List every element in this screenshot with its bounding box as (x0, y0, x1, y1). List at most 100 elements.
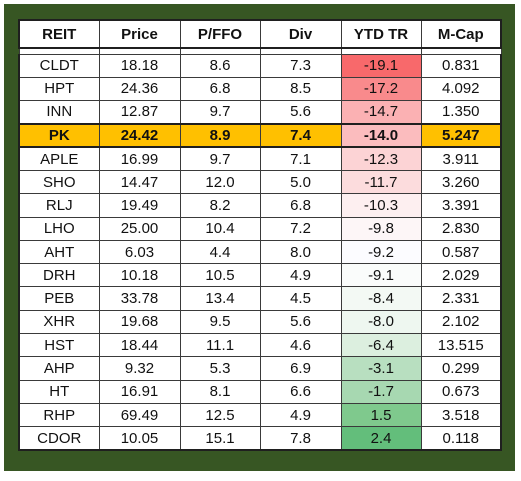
cell-reit[interactable]: HPT (18, 76, 100, 102)
cell-div[interactable]: 7.1 (259, 146, 342, 171)
cell-ytd-tr[interactable]: -12.3 (340, 146, 422, 171)
cell-div[interactable]: 7.8 (259, 426, 342, 452)
cell-pffo[interactable]: 13.4 (179, 286, 261, 311)
cell-reit[interactable]: LHO (18, 216, 100, 241)
cell-mcap[interactable]: 2.830 (420, 216, 502, 241)
cell-div[interactable]: 8.0 (259, 239, 342, 265)
cell-ytd-tr[interactable]: -9.1 (340, 263, 422, 288)
cell-div[interactable]: 8.5 (259, 76, 342, 102)
cell-reit[interactable]: SHO (18, 169, 100, 195)
cell-price[interactable]: 6.03 (98, 239, 181, 265)
cell-ytd-tr[interactable]: -8.0 (340, 309, 422, 335)
cell-price[interactable]: 25.00 (98, 216, 181, 241)
cell-reit[interactable]: RLJ (18, 193, 100, 218)
cell-reit[interactable]: PK (18, 122, 100, 149)
cell-price[interactable]: 16.91 (98, 379, 181, 404)
cell-pffo[interactable]: 12.0 (179, 169, 261, 195)
cell-reit[interactable]: RHP (18, 402, 100, 428)
cell-div[interactable]: 5.6 (259, 309, 342, 335)
cell-pffo[interactable]: 5.3 (179, 356, 261, 381)
cell-div[interactable]: 4.9 (259, 263, 342, 288)
cell-div[interactable]: 6.8 (259, 193, 342, 218)
cell-ytd-tr[interactable]: -8.4 (340, 286, 422, 311)
cell-mcap[interactable]: 3.911 (420, 146, 502, 171)
cell-ytd-tr[interactable]: -6.4 (340, 333, 422, 358)
cell-mcap[interactable]: 3.391 (420, 193, 502, 218)
cell-reit[interactable]: DRH (18, 263, 100, 288)
cell-ytd-tr[interactable]: -10.3 (340, 193, 422, 218)
cell-pffo[interactable]: 8.9 (179, 122, 261, 149)
cell-mcap[interactable]: 2.331 (420, 286, 502, 311)
cell-mcap[interactable]: 0.587 (420, 239, 502, 265)
cell-div[interactable]: 6.6 (259, 379, 342, 404)
cell-price[interactable]: 9.32 (98, 356, 181, 381)
cell-pffo[interactable]: 11.1 (179, 333, 261, 358)
cell-pffo[interactable]: 10.4 (179, 216, 261, 241)
cell-ytd-tr[interactable]: -9.8 (340, 216, 422, 241)
cell-div[interactable]: 4.6 (259, 333, 342, 358)
cell-ytd-tr[interactable]: -9.2 (340, 239, 422, 265)
cell-reit[interactable]: AHP (18, 356, 100, 381)
cell-price[interactable]: 10.05 (98, 426, 181, 452)
cell-div[interactable]: 7.2 (259, 216, 342, 241)
cell-ytd-tr[interactable]: -3.1 (340, 356, 422, 381)
cell-mcap[interactable]: 0.118 (420, 426, 502, 452)
cell-price[interactable]: 24.42 (98, 122, 181, 149)
cell-mcap[interactable]: 3.260 (420, 169, 502, 195)
cell-ytd-tr[interactable]: -14.7 (340, 100, 422, 125)
cell-mcap[interactable]: 1.350 (420, 100, 502, 125)
cell-pffo[interactable]: 6.8 (179, 76, 261, 102)
cell-div[interactable]: 7.3 (259, 53, 342, 78)
cell-reit[interactable]: PEB (18, 286, 100, 311)
cell-price[interactable]: 33.78 (98, 286, 181, 311)
cell-price[interactable]: 14.47 (98, 169, 181, 195)
cell-ytd-tr[interactable]: -11.7 (340, 169, 422, 195)
header-mcap[interactable]: M-Cap (420, 19, 502, 49)
cell-price[interactable]: 12.87 (98, 100, 181, 125)
header-reit[interactable]: REIT (18, 19, 100, 49)
header-div[interactable]: Div (259, 19, 342, 49)
cell-price[interactable]: 16.99 (98, 146, 181, 171)
cell-pffo[interactable]: 9.5 (179, 309, 261, 335)
cell-price[interactable]: 10.18 (98, 263, 181, 288)
cell-mcap[interactable]: 0.831 (420, 53, 502, 78)
cell-ytd-tr[interactable]: 2.4 (340, 426, 422, 452)
cell-mcap[interactable]: 4.092 (420, 76, 502, 102)
cell-reit[interactable]: AHT (18, 239, 100, 265)
cell-ytd-tr[interactable]: -19.1 (340, 53, 422, 78)
header-ytd-tr[interactable]: YTD TR (340, 19, 422, 49)
cell-pffo[interactable]: 8.2 (179, 193, 261, 218)
cell-reit[interactable]: APLE (18, 146, 100, 171)
cell-price[interactable]: 19.49 (98, 193, 181, 218)
cell-reit[interactable]: CLDT (18, 53, 100, 78)
cell-div[interactable]: 4.5 (259, 286, 342, 311)
cell-ytd-tr[interactable]: 1.5 (340, 402, 422, 428)
cell-reit[interactable]: CDOR (18, 426, 100, 452)
cell-pffo[interactable]: 15.1 (179, 426, 261, 452)
cell-reit[interactable]: INN (18, 100, 100, 125)
cell-ytd-tr[interactable]: -1.7 (340, 379, 422, 404)
cell-div[interactable]: 7.4 (259, 122, 342, 149)
cell-pffo[interactable]: 10.5 (179, 263, 261, 288)
cell-div[interactable]: 4.9 (259, 402, 342, 428)
cell-ytd-tr[interactable]: -14.0 (340, 122, 422, 149)
cell-ytd-tr[interactable]: -17.2 (340, 76, 422, 102)
header-pffo[interactable]: P/FFO (179, 19, 261, 49)
cell-price[interactable]: 19.68 (98, 309, 181, 335)
cell-reit[interactable]: XHR (18, 309, 100, 335)
cell-price[interactable]: 69.49 (98, 402, 181, 428)
cell-price[interactable]: 18.18 (98, 53, 181, 78)
cell-mcap[interactable]: 3.518 (420, 402, 502, 428)
cell-pffo[interactable]: 12.5 (179, 402, 261, 428)
cell-div[interactable]: 6.9 (259, 356, 342, 381)
cell-mcap[interactable]: 0.299 (420, 356, 502, 381)
cell-mcap[interactable]: 13.515 (420, 333, 502, 358)
cell-price[interactable]: 24.36 (98, 76, 181, 102)
cell-mcap[interactable]: 0.673 (420, 379, 502, 404)
cell-reit[interactable]: HT (18, 379, 100, 404)
cell-pffo[interactable]: 8.6 (179, 53, 261, 78)
cell-mcap[interactable]: 2.029 (420, 263, 502, 288)
cell-pffo[interactable]: 4.4 (179, 239, 261, 265)
cell-price[interactable]: 18.44 (98, 333, 181, 358)
cell-pffo[interactable]: 9.7 (179, 100, 261, 125)
